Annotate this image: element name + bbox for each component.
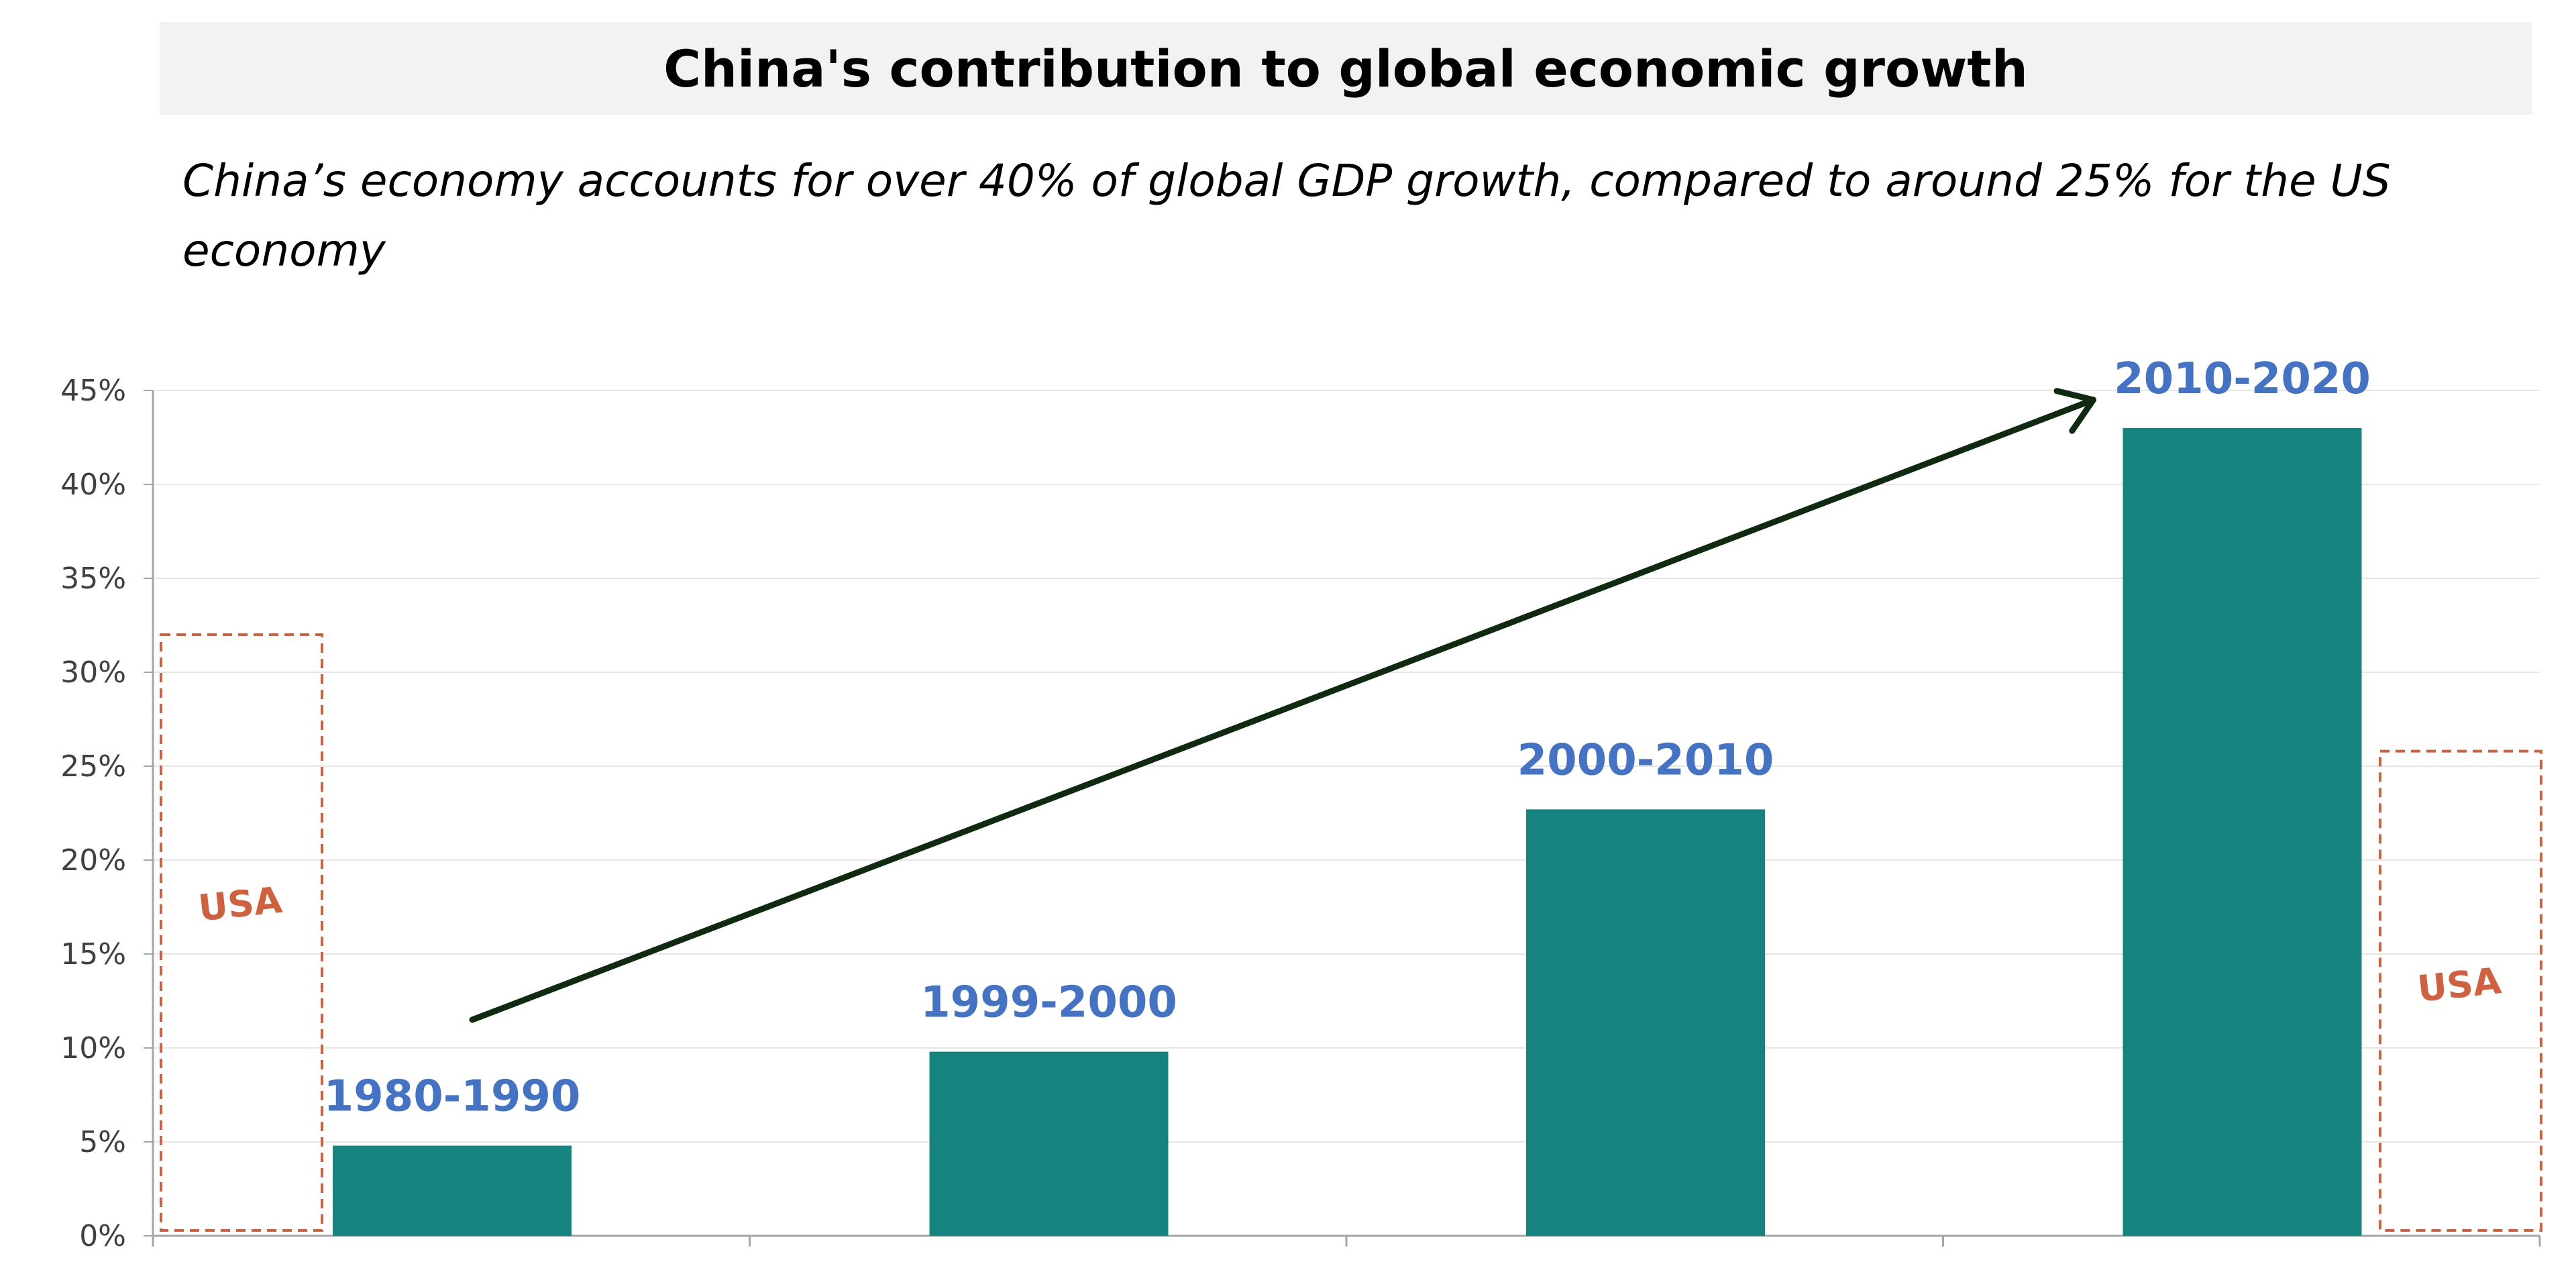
bar-1980-1990 (333, 1145, 572, 1236)
trend-arrow-line (469, 397, 2096, 1023)
usa-box (2379, 749, 2542, 1232)
y-tick-label: 20% (60, 843, 126, 878)
y-tick-label: 35% (60, 562, 126, 596)
trend-arrow-head (2053, 388, 2096, 434)
bars (333, 428, 2362, 1236)
category-label: 2010-2020 (2114, 354, 2371, 404)
trend-arrow (469, 388, 2096, 1023)
chart-subtitle: China’s economy accounts for over 40% of… (182, 155, 2391, 276)
y-tick-label: 10% (60, 1031, 126, 1065)
y-tick-label: 0% (79, 1219, 126, 1253)
category-label: 1980-1990 (324, 1072, 581, 1122)
y-tick-label: 5% (79, 1125, 126, 1159)
category-label: 1999-2000 (920, 978, 1177, 1028)
axes: 0% 5% 10% 15% 20% 25% 30% 35% 40% 45% (60, 374, 2541, 1253)
y-tick-label: 40% (60, 468, 126, 502)
y-tick-label: 30% (60, 655, 126, 690)
usa-label: USA (2416, 959, 2504, 1010)
usa-label: USA (197, 879, 284, 930)
category-labels: 1980-1990 1999-2000 2000-2010 2010-2020 (324, 354, 2371, 1122)
usa-boxes: USA USA (160, 633, 2542, 1232)
usa-box (160, 633, 323, 1232)
category-label: 2000-2010 (1517, 735, 1774, 785)
chart-title: China's contribution to global economic … (663, 38, 2028, 99)
bar-2000-2010 (1526, 809, 1765, 1236)
y-tick-label: 45% (60, 374, 126, 408)
y-tick-label: 25% (60, 749, 126, 784)
y-tick-label: 15% (60, 937, 126, 971)
bar-2010-2020 (2123, 428, 2362, 1236)
bar-1999-2000 (929, 1051, 1169, 1236)
chart-title-bar: China's contribution to global economic … (160, 22, 2532, 115)
